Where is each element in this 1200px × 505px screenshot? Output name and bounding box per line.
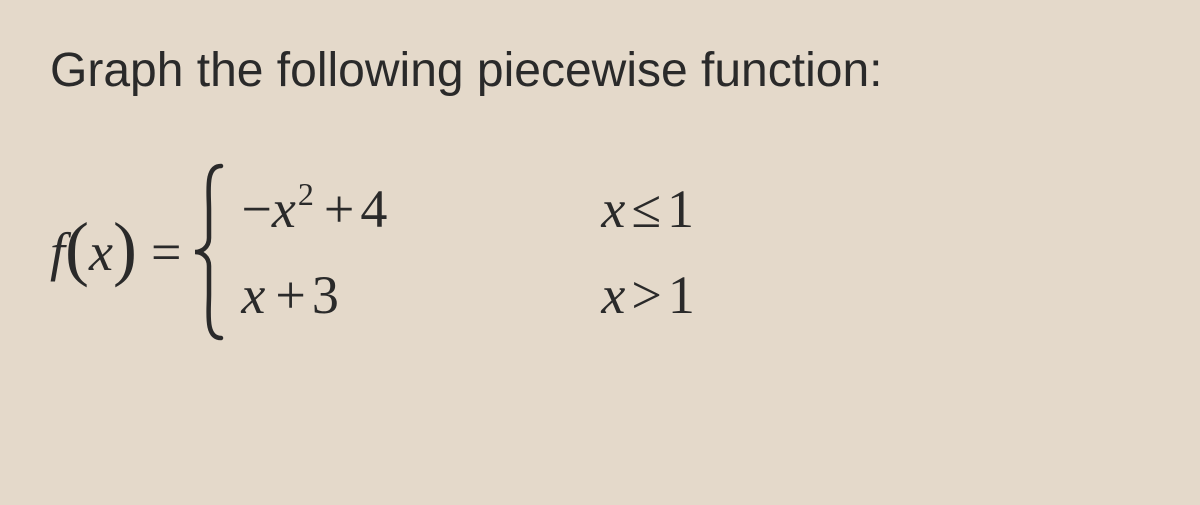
pieces-container: −x2+4 x≤1 x+3 x>1	[241, 162, 801, 342]
cond-val: 1	[668, 265, 695, 325]
close-paren: )	[113, 220, 137, 278]
expr-const: 4	[360, 179, 387, 239]
piece-expression: −x2 +4	[241, 178, 601, 240]
leq-sign: ≤	[631, 179, 661, 239]
gt-sign: >	[631, 265, 661, 325]
exponent: 2	[298, 176, 314, 212]
function-var: x	[89, 221, 113, 283]
piece-condition: x>1	[601, 264, 801, 326]
piece-expression: x+3	[241, 264, 601, 326]
open-paren: (	[65, 220, 89, 278]
piecewise-equation: f ( x ) = −x2+4 x≤1 x+3	[50, 162, 1150, 342]
cond-var: x	[601, 179, 625, 239]
plus-sign: +	[275, 265, 305, 325]
piece-condition: x≤1	[601, 178, 801, 240]
piece-row: −x2+4 x≤1	[241, 178, 801, 240]
minus-sign: −	[241, 179, 271, 239]
expr-var: x	[241, 265, 265, 325]
brace-group: −x2+4 x≤1 x+3 x>1	[191, 162, 801, 342]
plus-sign: +	[324, 179, 354, 239]
function-name: f	[50, 221, 65, 283]
cond-var: x	[601, 265, 625, 325]
equals-sign: =	[151, 221, 181, 283]
expr-const: 3	[312, 265, 339, 325]
prompt-text: Graph the following piecewise function:	[50, 40, 1150, 102]
function-lhs: f ( x )	[50, 221, 137, 283]
left-brace-icon	[191, 162, 227, 342]
cond-val: 1	[667, 179, 694, 239]
expr-var: x	[272, 179, 296, 239]
piece-row: x+3 x>1	[241, 264, 801, 326]
